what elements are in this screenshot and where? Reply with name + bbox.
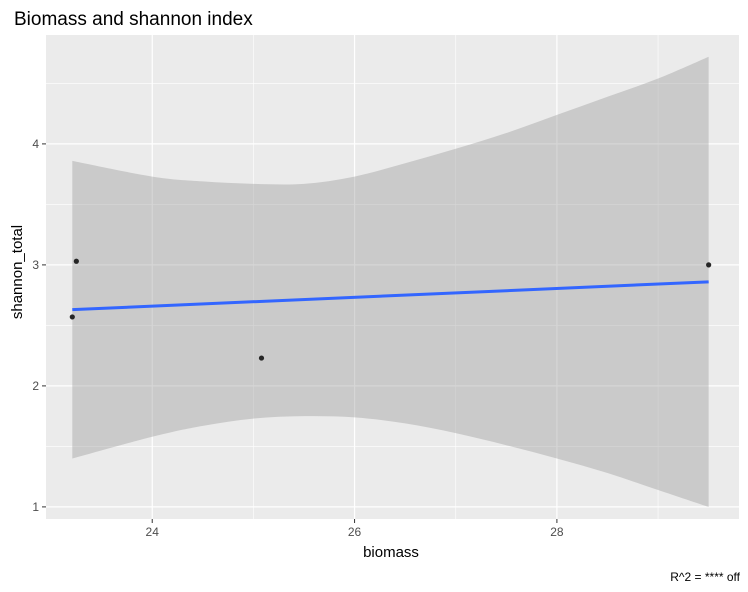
y-axis-ticks: 1 2 3 4 (32, 137, 46, 514)
x-axis-ticks: 24 26 28 (146, 519, 564, 539)
x-tick-label: 24 (146, 525, 160, 539)
data-points (69, 258, 712, 361)
data-point (706, 262, 712, 268)
x-axis-title: biomass (363, 544, 419, 561)
x-tick-label: 28 (550, 525, 564, 539)
data-point (73, 258, 79, 264)
plot-panel (46, 35, 739, 519)
y-tick-label: 1 (32, 500, 39, 514)
x-tick-label: 26 (348, 525, 362, 539)
confidence-band (72, 56, 709, 507)
trend-line-segment (72, 280, 709, 312)
grid-lines (46, 35, 739, 519)
confidence-band-area (72, 56, 709, 507)
data-point (69, 314, 75, 320)
data-point (258, 355, 265, 361)
chart-title: Biomass and shannon index (14, 9, 253, 30)
y-tick-label: 2 (32, 379, 39, 393)
y-axis-title: shannon_total (9, 225, 26, 319)
y-tick-label: 4 (32, 137, 39, 151)
r-squared-caption: R^2 = **** off (670, 570, 740, 584)
trend-line (72, 280, 709, 312)
y-tick-label: 3 (32, 258, 39, 272)
